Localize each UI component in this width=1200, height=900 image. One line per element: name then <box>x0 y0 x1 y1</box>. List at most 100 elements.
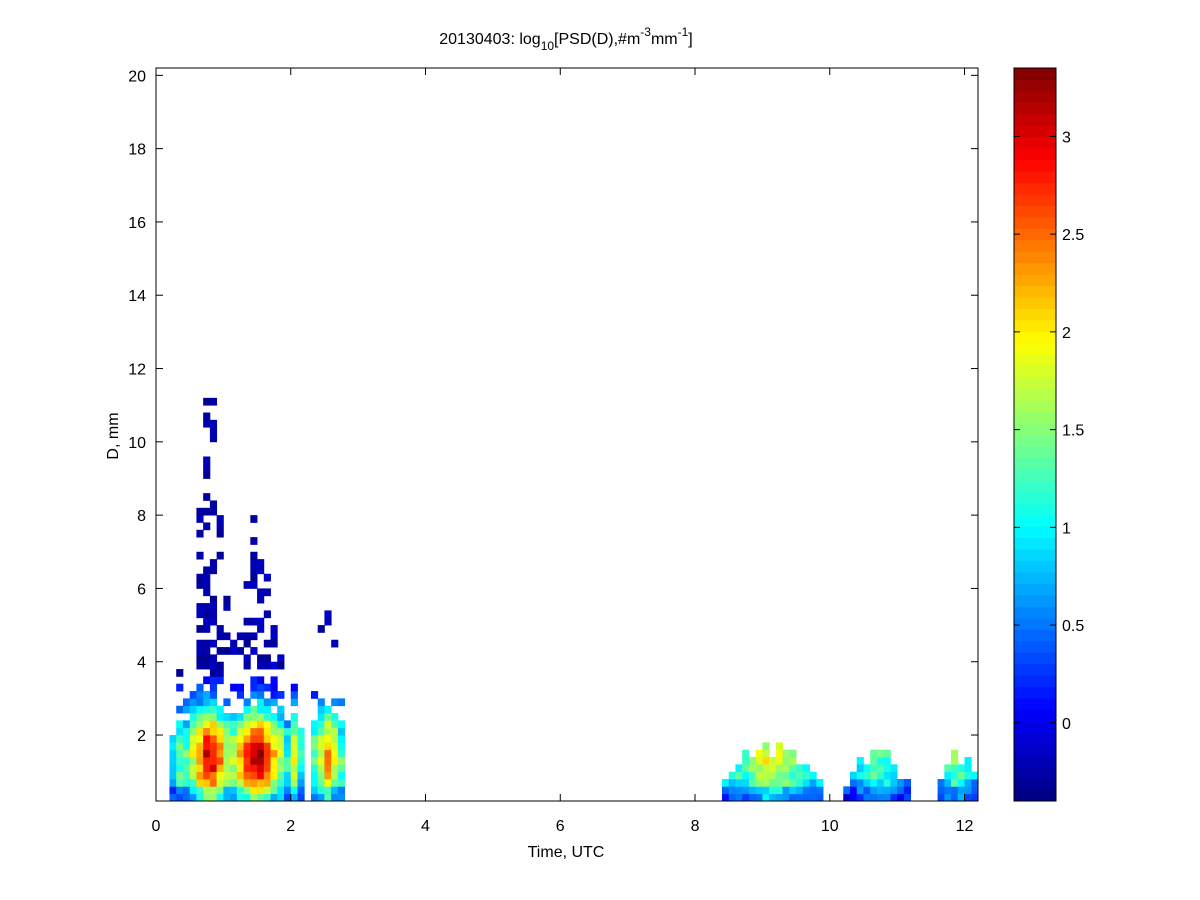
heatmap-cell <box>310 793 319 802</box>
heatmap-cell <box>216 625 224 633</box>
heatmap-cell <box>250 551 258 560</box>
heatmap-cell <box>243 720 251 729</box>
heatmap-cell <box>863 793 871 802</box>
heatmap-cell <box>324 757 332 765</box>
heatmap-cell <box>243 632 251 641</box>
heatmap-cell <box>243 757 251 765</box>
heatmap-cell <box>971 786 979 795</box>
heatmap-cell <box>250 617 258 626</box>
heatmap-cell <box>728 786 736 795</box>
heatmap-cell <box>236 742 244 751</box>
heatmap-cell <box>182 786 191 795</box>
heatmap-cell <box>230 683 238 692</box>
heatmap-cell <box>216 661 224 670</box>
heatmap-cell <box>196 551 204 560</box>
heatmap-cell <box>284 720 292 729</box>
heatmap-cell <box>257 566 265 575</box>
heatmap-cell <box>257 793 265 802</box>
heatmap-cell <box>223 742 231 751</box>
heatmap-cell <box>775 771 784 780</box>
heatmap-cell <box>324 793 332 802</box>
heatmap-cell <box>243 698 251 707</box>
heatmap-cell <box>209 727 218 736</box>
colorbar-band <box>1014 125 1056 138</box>
heatmap-cell <box>728 771 736 780</box>
heatmap-cell <box>196 757 204 765</box>
colorbar-band <box>1014 365 1056 378</box>
heatmap-cell <box>243 705 251 714</box>
colorbar-band <box>1014 354 1056 367</box>
heatmap-cell <box>324 786 332 795</box>
heatmap-cell <box>331 735 339 743</box>
heatmap-cell <box>203 522 211 531</box>
heatmap-cell <box>203 720 211 729</box>
heatmap-cell <box>337 779 346 787</box>
heatmap-cell <box>331 764 339 773</box>
heatmap-cell <box>755 793 763 802</box>
heatmap-cell <box>277 786 285 795</box>
heatmap-cell <box>196 603 204 611</box>
heatmap-cell <box>236 720 244 729</box>
heatmap-cell <box>883 749 891 758</box>
heatmap-cell <box>257 625 265 633</box>
heatmap-cell <box>270 720 278 729</box>
heatmap-cell <box>250 559 258 567</box>
heatmap-cell <box>182 742 191 751</box>
heatmap-cell <box>971 771 979 780</box>
heatmap-cell <box>782 764 790 773</box>
heatmap-cell <box>223 749 231 758</box>
heatmap-cell <box>856 779 864 787</box>
heatmap-cell <box>230 727 238 736</box>
heatmap-cell <box>964 757 972 765</box>
heatmap-cell <box>317 786 325 795</box>
heatmap-cell <box>189 764 197 773</box>
heatmap-cell <box>816 786 824 795</box>
heatmap-cell <box>863 764 871 773</box>
heatmap-cell <box>203 456 211 465</box>
heatmap-cell <box>263 654 271 663</box>
heatmap-cell <box>203 691 211 699</box>
heatmap-cell <box>257 727 265 736</box>
y-tick-label: 10 <box>128 435 146 452</box>
title-prefix: 20130403: log <box>439 31 540 48</box>
heatmap-cell <box>203 771 211 780</box>
colorbar-band <box>1014 216 1056 229</box>
heatmap-cell <box>223 727 231 736</box>
heatmap-cell <box>250 537 258 545</box>
heatmap-cell <box>189 742 197 751</box>
heatmap-cell <box>196 573 204 582</box>
heatmap-cell <box>290 713 298 721</box>
y-axis-label: D, mm <box>105 412 122 459</box>
heatmap-cell <box>331 749 339 758</box>
heatmap-cell <box>809 786 817 795</box>
heatmap-cell <box>243 786 251 795</box>
heatmap-cell <box>270 661 278 670</box>
heatmap-cell <box>209 654 218 663</box>
heatmap-cell <box>196 507 204 516</box>
heatmap-cell <box>243 654 251 663</box>
heatmap-cell <box>755 771 763 780</box>
heatmap-cell <box>270 735 278 743</box>
heatmap-cell <box>216 632 224 641</box>
heatmap-cell <box>263 764 271 773</box>
heatmap-cell <box>230 647 238 655</box>
heatmap-cell <box>196 639 204 648</box>
x-tick-label: 6 <box>556 818 565 835</box>
heatmap-cell <box>216 793 224 802</box>
heatmap-cell <box>257 595 265 604</box>
heatmap-cell <box>951 786 959 795</box>
heatmap-cell <box>762 771 770 780</box>
heatmap-cell <box>169 757 177 765</box>
colorbar-band <box>1014 697 1056 710</box>
heatmap-cell <box>216 647 224 655</box>
heatmap-cell <box>209 397 218 406</box>
colorbar-band <box>1014 457 1056 470</box>
heatmap-cell <box>203 676 211 685</box>
colorbar-band <box>1014 423 1056 435</box>
heatmap-cell <box>230 757 238 765</box>
heatmap-cell <box>216 676 224 685</box>
heatmap-cell <box>284 735 292 743</box>
y-tick-label: 16 <box>128 215 146 232</box>
heatmap-cell <box>337 764 346 773</box>
title-superscript-1: -3 <box>640 25 651 39</box>
